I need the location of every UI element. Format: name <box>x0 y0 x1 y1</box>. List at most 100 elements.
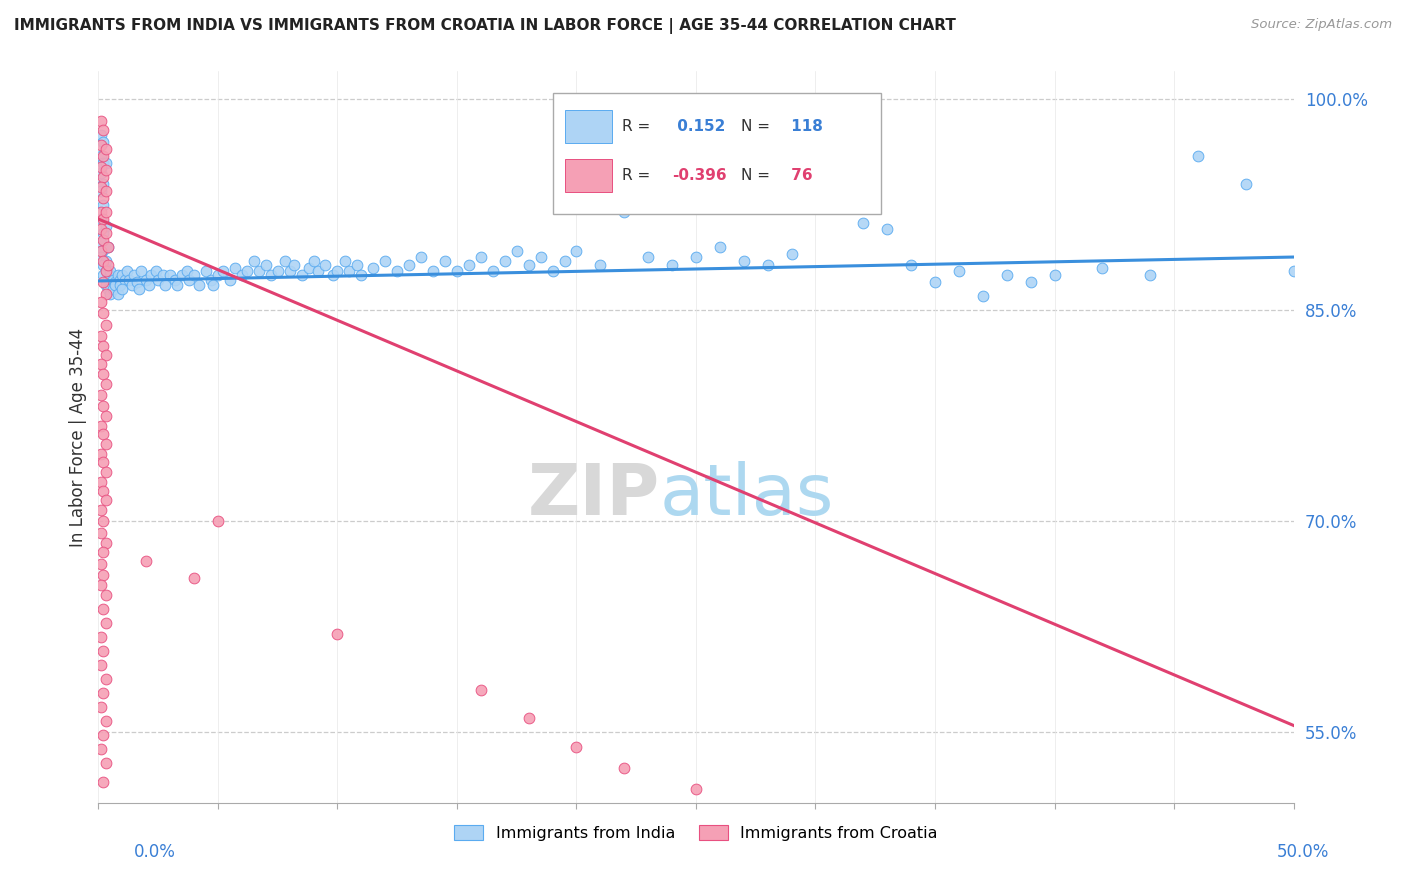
Point <box>661 259 683 273</box>
Point <box>326 627 349 641</box>
Point <box>91 367 114 381</box>
Point <box>91 601 114 615</box>
Point <box>202 278 225 293</box>
Point <box>166 278 188 293</box>
Point <box>94 184 117 198</box>
Point <box>94 286 117 301</box>
Point <box>90 137 112 152</box>
Point <box>91 169 114 184</box>
Point <box>90 205 112 219</box>
Point <box>94 142 117 156</box>
Point <box>91 728 114 742</box>
Point <box>135 272 157 286</box>
Point <box>91 515 114 529</box>
Point <box>339 264 361 278</box>
Point <box>90 388 112 402</box>
Point <box>243 254 266 268</box>
Point <box>90 657 112 672</box>
Point <box>108 272 131 286</box>
Text: 50.0%: 50.0% <box>1277 843 1329 861</box>
Point <box>91 568 114 582</box>
Point <box>422 264 444 278</box>
Point <box>94 349 117 363</box>
Point <box>90 222 112 236</box>
Point <box>207 268 229 283</box>
Point <box>411 250 433 264</box>
Point <box>278 264 301 278</box>
Point <box>637 250 659 264</box>
Point <box>924 276 946 290</box>
Point <box>1187 149 1209 163</box>
Point <box>94 437 117 451</box>
Point <box>94 465 117 479</box>
Point <box>91 644 114 658</box>
Point <box>98 264 122 278</box>
Point <box>118 272 141 286</box>
Text: IMMIGRANTS FROM INDIA VS IMMIGRANTS FROM CROATIA IN LABOR FORCE | AGE 35-44 CORR: IMMIGRANTS FROM INDIA VS IMMIGRANTS FROM… <box>14 18 956 34</box>
Point <box>90 160 112 174</box>
Point <box>94 156 117 170</box>
Point <box>733 254 755 268</box>
Y-axis label: In Labor Force | Age 35-44: In Labor Force | Age 35-44 <box>69 327 87 547</box>
Point <box>94 535 117 549</box>
Point <box>315 259 337 273</box>
Point <box>259 268 281 283</box>
Point <box>565 739 588 754</box>
Point <box>94 409 117 423</box>
Point <box>108 278 131 293</box>
Legend: Immigrants from India, Immigrants from Croatia: Immigrants from India, Immigrants from C… <box>447 819 945 847</box>
FancyBboxPatch shape <box>565 159 613 192</box>
Point <box>398 259 420 273</box>
Text: N =: N = <box>741 168 770 183</box>
Point <box>326 264 349 278</box>
Point <box>104 276 127 290</box>
Point <box>91 545 114 559</box>
Point <box>111 282 134 296</box>
Point <box>470 250 492 264</box>
Point <box>91 399 114 413</box>
Point <box>267 264 290 278</box>
Point <box>121 278 143 293</box>
Point <box>91 149 114 163</box>
Point <box>90 475 112 489</box>
Point <box>363 261 385 276</box>
Point <box>90 250 112 264</box>
Point <box>90 179 112 194</box>
Point <box>94 278 117 293</box>
Point <box>91 243 114 257</box>
Point <box>90 235 112 250</box>
Point <box>90 525 112 540</box>
Text: Source: ZipAtlas.com: Source: ZipAtlas.com <box>1251 18 1392 31</box>
Text: R =: R = <box>621 119 650 134</box>
Point <box>98 268 122 283</box>
Text: ZIP: ZIP <box>527 461 661 530</box>
Point <box>94 672 117 686</box>
Point <box>231 268 253 283</box>
Point <box>90 447 112 461</box>
Point <box>94 493 117 508</box>
Point <box>446 264 468 278</box>
Point <box>115 264 138 278</box>
Point <box>995 268 1018 283</box>
Point <box>613 205 636 219</box>
Point <box>274 254 297 268</box>
Point <box>224 261 246 276</box>
Point <box>554 254 576 268</box>
Text: 76: 76 <box>786 168 813 183</box>
Point <box>972 289 994 303</box>
Point <box>481 264 505 278</box>
Point <box>307 264 329 278</box>
Point <box>94 162 117 177</box>
Point <box>91 259 114 273</box>
Point <box>94 376 117 391</box>
Point <box>138 278 160 293</box>
Point <box>101 282 124 296</box>
Point <box>98 286 122 301</box>
Point <box>1043 268 1066 283</box>
Point <box>254 259 277 273</box>
Point <box>135 554 157 568</box>
Point <box>517 711 540 725</box>
Point <box>104 278 127 293</box>
Point <box>91 226 114 240</box>
Point <box>804 198 827 212</box>
